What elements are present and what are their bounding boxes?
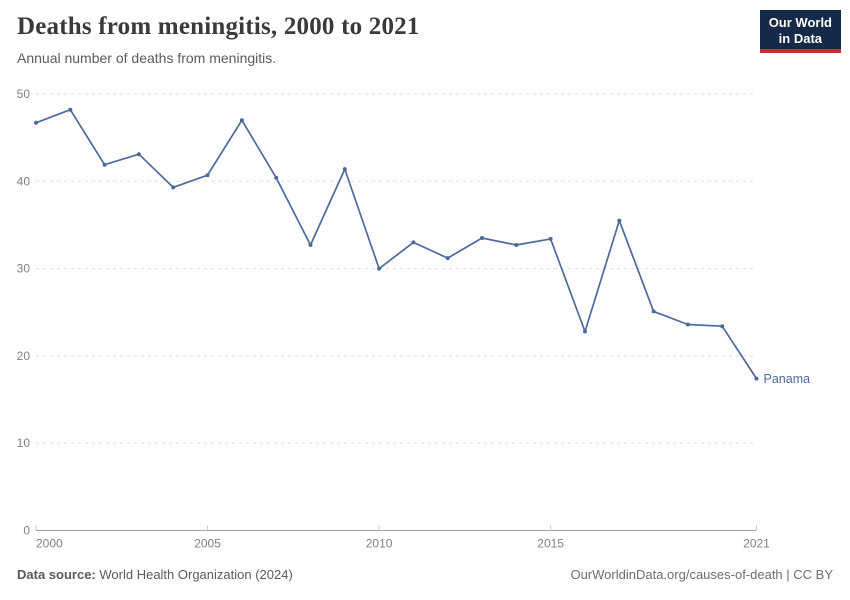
- x-tick-label: 2005: [194, 537, 221, 551]
- x-tick-label: 2021: [743, 537, 770, 551]
- series-line-panama: [35, 108, 758, 380]
- data-point-marker: [583, 329, 587, 334]
- x-tick-label: 2010: [366, 537, 393, 551]
- y-tick-label: 30: [17, 262, 31, 276]
- data-point-marker: [685, 322, 690, 327]
- chart-subtitle: Annual number of deaths from meningitis.: [17, 50, 277, 66]
- series-end-label: Panama: [764, 372, 811, 386]
- data-point-marker: [171, 185, 176, 190]
- data-point-marker: [617, 218, 622, 223]
- x-tick-label: 2000: [36, 537, 63, 551]
- y-tick-label: 0: [23, 524, 30, 538]
- data-point-marker: [720, 324, 725, 329]
- y-tick-label: 10: [17, 436, 31, 450]
- data-point-marker: [514, 243, 519, 247]
- data-point-marker: [274, 175, 279, 180]
- data-point-marker: [342, 167, 347, 172]
- owid-logo-line1: Our World: [768, 15, 832, 30]
- data-point-marker: [205, 173, 210, 178]
- chart-title: Deaths from meningitis, 2000 to 2021: [17, 13, 420, 40]
- chart-header: Deaths from meningitis, 2000 to 2021 Ann…: [17, 13, 420, 66]
- data-source-value: World Health Organization (2024): [99, 567, 293, 582]
- data-point-marker: [102, 162, 107, 167]
- data-point-marker: [377, 266, 382, 271]
- data-point-marker: [445, 256, 450, 261]
- data-point-marker: [308, 243, 313, 247]
- owid-logo: Our World in Data: [759, 10, 841, 54]
- data-point-marker: [651, 309, 656, 314]
- data-point-marker: [480, 236, 484, 240]
- data-point-marker: [68, 107, 73, 112]
- x-tick-label: 2015: [537, 537, 564, 551]
- data-point-marker: [239, 118, 244, 123]
- y-tick-label: 50: [17, 87, 31, 101]
- y-tick-label: 20: [17, 349, 31, 363]
- data-point-marker: [136, 152, 141, 157]
- license-credit: OurWorldinData.org/causes-of-death | CC …: [570, 567, 833, 582]
- chart-footer: Data source: World Health Organization (…: [17, 567, 833, 582]
- data-point-marker: [754, 376, 759, 381]
- owid-logo-line2: in Data: [778, 30, 823, 46]
- data-source-label: Data source:: [17, 567, 96, 582]
- y-tick-label: 40: [17, 174, 31, 188]
- data-point-marker: [548, 236, 553, 241]
- data-source: Data source: World Health Organization (…: [17, 567, 293, 582]
- data-point-marker: [411, 240, 416, 245]
- data-point-marker: [34, 120, 38, 125]
